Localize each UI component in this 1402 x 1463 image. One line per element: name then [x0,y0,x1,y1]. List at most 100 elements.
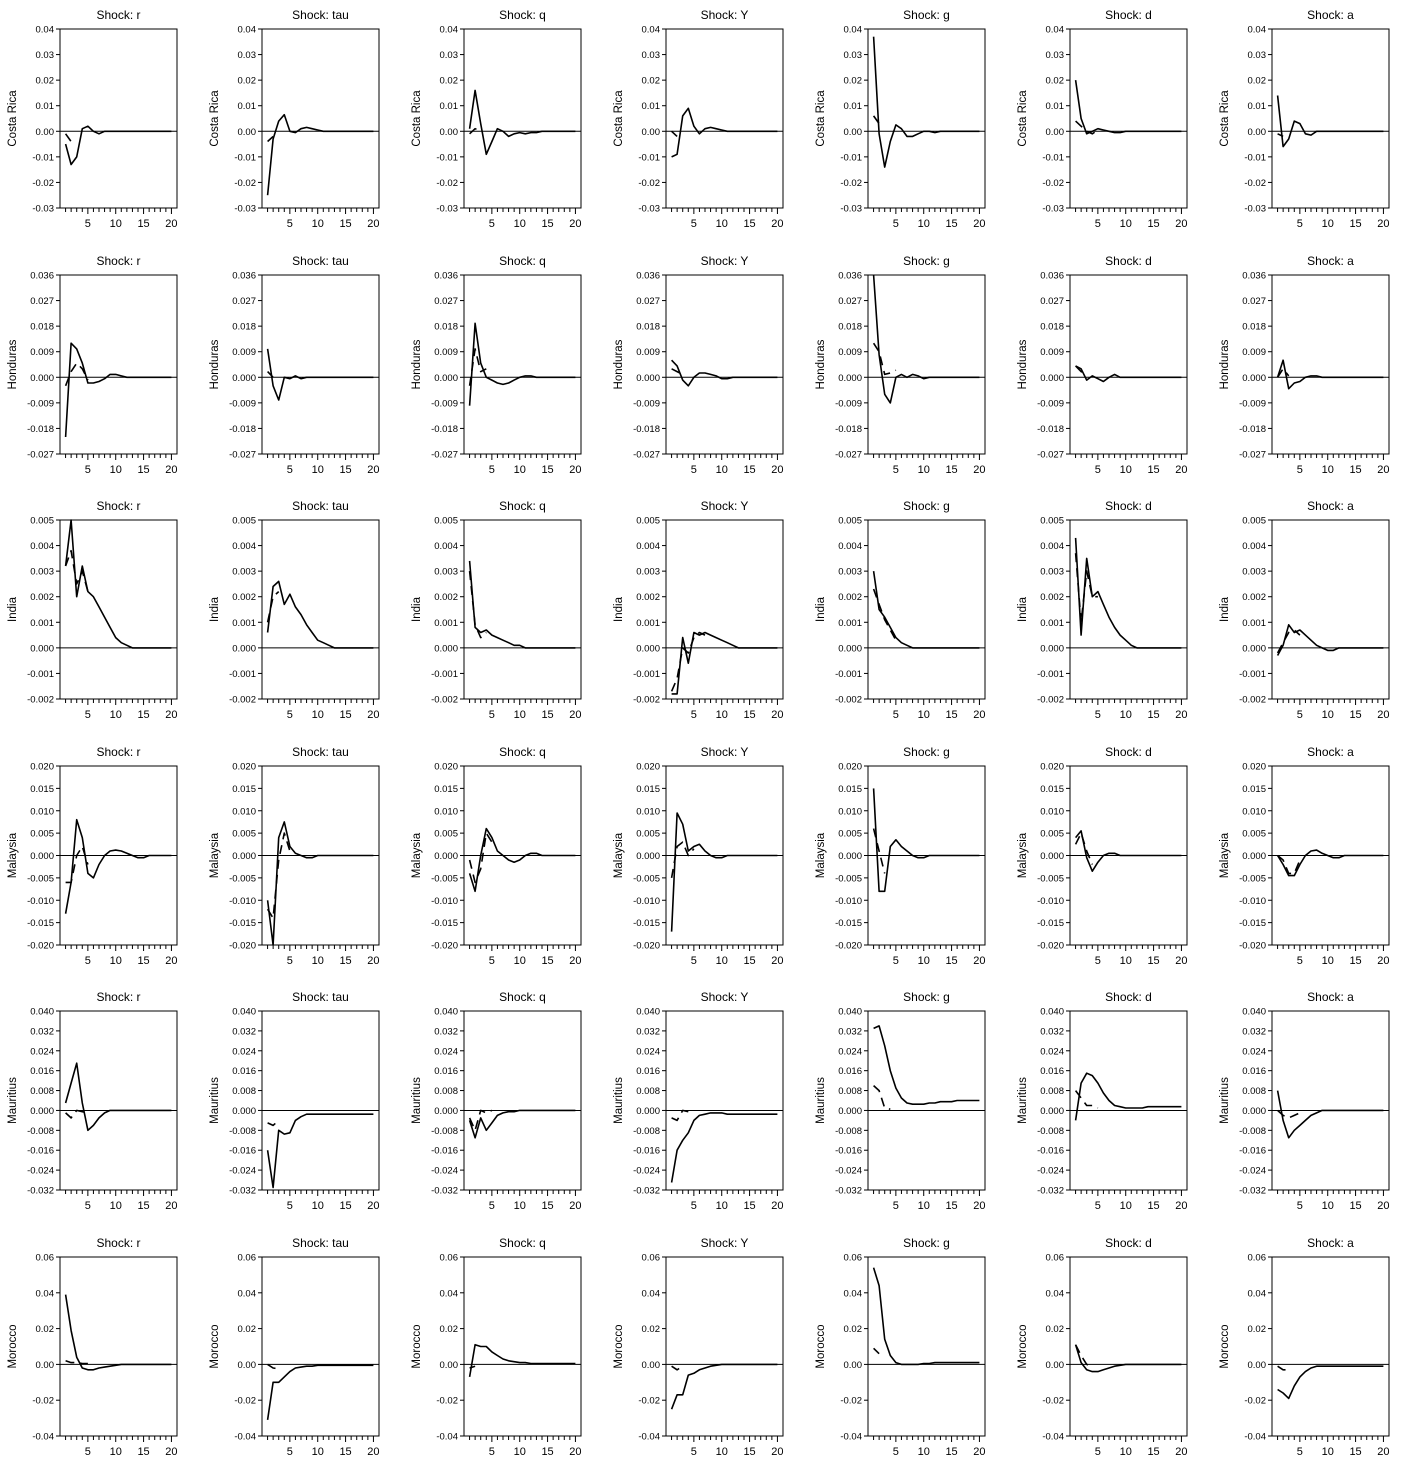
y-tick-label: 0.01 [238,101,257,112]
y-tick-label: 0.000 [232,851,256,862]
y-tick-label: -0.010 [431,896,458,907]
irf-dashed-line [64,549,89,592]
x-tick-label: 20 [973,1446,985,1458]
y-tick-label: -0.008 [1037,1126,1064,1137]
irf-panel: Shock: q 0.036 0.027 0.018 0.009 0.000 -0.009 -… [411,254,582,476]
irf-panel: Shock: a 0.040 0.032 0.024 0.016 0.008 0.000 -0… [1219,990,1390,1212]
y-tick-label: 0.06 [238,1253,257,1264]
y-tick-label: -0.009 [633,398,660,409]
x-tick-label: 5 [691,218,697,230]
y-tick-label: 0.01 [440,101,459,112]
irf-panel: Shock: r 0.020 0.015 0.010 0.005 0.000 -0.005 -… [7,745,178,967]
y-tick-label: -0.027 [1239,450,1266,461]
irf-solid-line [1277,1365,1384,1400]
y-tick-label: 0.040 [838,1007,862,1018]
y-tick-label: 0.003 [434,567,458,578]
y-tick-label: -0.024 [1037,1166,1064,1177]
y-tick-label: -0.027 [431,450,458,461]
irf-solid-line [266,113,374,196]
irf-dashed-line [64,362,89,387]
y-tick-label: 0.005 [232,516,256,527]
y-tick-label: -0.04 [234,1432,256,1443]
y-tick-label: -0.03 [1244,204,1266,215]
irf-dashed-line [266,832,291,919]
y-tick-label: 0.00 [1046,127,1065,138]
irf-panel: Shock: tau 0.005 0.004 0.003 0.002 0.001 0.000… [209,499,380,721]
y-tick-label: 0.009 [1040,347,1064,358]
y-tick-label: -0.010 [27,896,54,907]
panel-title: Shock: Y [701,8,749,22]
y-tick-label: 0.02 [440,76,459,87]
country-label: Morocco [613,1324,625,1368]
y-tick-label: 0.004 [434,541,458,552]
y-tick-label: -0.005 [633,873,660,884]
y-tick-label: -0.02 [638,178,660,189]
y-tick-label: -0.04 [638,1432,660,1443]
y-tick-label: 0.010 [434,806,458,817]
irf-dashed-line [469,127,482,135]
irf-solid-line [266,1113,374,1189]
x-tick-label: 10 [1120,218,1132,230]
y-tick-label: -0.020 [27,941,54,952]
y-tick-label: -0.001 [1239,669,1266,680]
country-label: India [411,596,423,622]
y-tick-label: -0.005 [835,873,862,884]
y-tick-label: -0.018 [835,424,862,435]
x-tick-label: 5 [1297,1200,1303,1212]
y-tick-label: -0.010 [835,896,862,907]
plot-frame [463,1010,582,1191]
y-tick-label: 0.000 [1242,643,1266,654]
y-tick-label: 0.008 [434,1086,458,1097]
plot-frame [59,28,178,209]
y-tick-label: -0.02 [638,1396,660,1407]
y-tick-label: -0.010 [229,896,256,907]
panel-title: Shock: tau [292,499,349,513]
x-tick-label: 10 [1120,1200,1132,1212]
irf-dashed-line [671,130,678,137]
x-tick-label: 10 [716,464,728,476]
y-tick-label: -0.016 [1239,1146,1266,1157]
y-tick-label: 0.06 [844,1253,863,1264]
y-tick-label: 0.036 [838,271,862,282]
y-tick-label: 0.004 [1040,541,1064,552]
y-tick-label: -0.016 [27,1146,54,1157]
x-tick-label: 20 [771,709,783,721]
country-label: Honduras [411,339,423,389]
y-tick-label: 0.00 [844,1360,863,1371]
y-tick-label: -0.020 [431,941,458,952]
y-tick-label: 0.008 [636,1086,660,1097]
y-tick-label: -0.03 [436,204,458,215]
y-tick-label: -0.032 [835,1186,862,1197]
country-label: Malaysia [1219,832,1231,878]
panel-title: Shock: r [96,745,140,759]
x-tick-label: 20 [1175,464,1187,476]
country-label: Mauritius [815,1077,827,1124]
y-tick-label: -0.008 [431,1126,458,1137]
x-tick-label: 10 [1322,955,1334,967]
x-tick-label: 20 [367,464,379,476]
y-tick-label: 0.015 [232,784,256,795]
y-tick-label: -0.002 [1037,695,1064,706]
y-tick-label: 0.040 [1040,1007,1064,1018]
y-tick-label: -0.015 [27,918,54,929]
y-tick-label: 0.005 [838,829,862,840]
y-tick-label: -0.001 [27,669,54,680]
y-tick-label: 0.018 [1242,322,1266,333]
irf-solid-line [670,812,778,932]
irf-panel: Shock: g 0.04 0.03 0.02 0.01 0.00 -0.01 -0.02 -0… [815,8,986,230]
y-tick-label: -0.01 [32,152,54,163]
x-tick-label: 5 [691,1200,697,1212]
x-tick-label: 15 [743,464,755,476]
y-tick-label: 0.018 [434,322,458,333]
country-label: Costa Rica [613,90,625,147]
x-tick-label: 15 [541,955,553,967]
plot-frame [1271,519,1390,700]
y-tick-label: 0.020 [30,762,54,773]
country-label: Costa Rica [411,90,423,147]
y-tick-label: 0.032 [636,1026,660,1037]
y-tick-label: -0.001 [431,669,458,680]
panel-title: Shock: Y [701,745,749,759]
irf-solid-line [1276,1090,1384,1139]
x-tick-label: 15 [339,464,351,476]
y-tick-label: -0.02 [436,1396,458,1407]
